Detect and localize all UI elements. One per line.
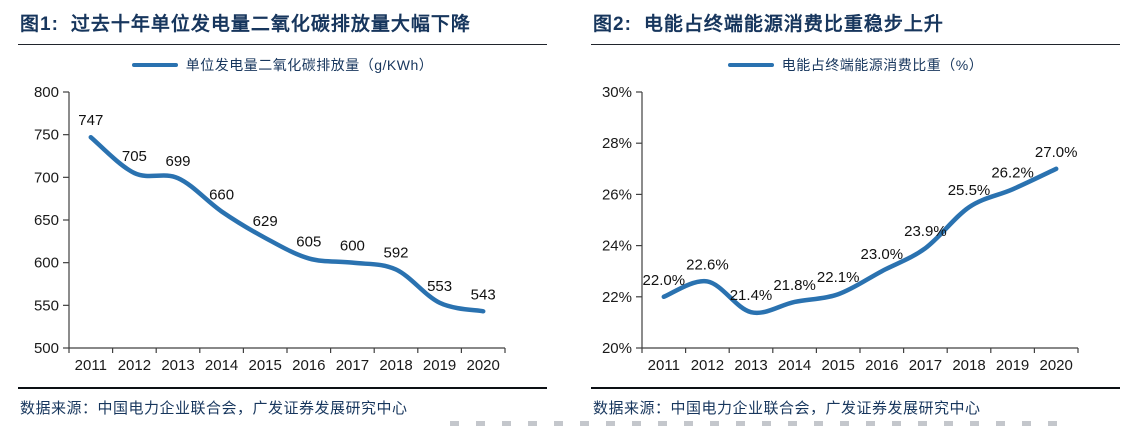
figure-1-panel: 图1: 过去十年单位发电量二氧化碳排放量大幅下降 单位发电量二氧化碳排放量（g/K… — [0, 0, 573, 418]
figure-1-title: 图1: 过去十年单位发电量二氧化碳排放量大幅下降 — [18, 6, 547, 45]
x-tick-label: 2020 — [1040, 357, 1073, 374]
figures-row: 图1: 过去十年单位发电量二氧化碳排放量大幅下降 单位发电量二氧化碳排放量（g/K… — [0, 0, 1146, 418]
x-tick-label: 2015 — [249, 357, 282, 374]
y-tick-label: 700 — [34, 169, 59, 186]
y-tick-label: 800 — [34, 84, 59, 101]
data-point-label: 22.6% — [686, 256, 729, 273]
y-tick-label: 550 — [34, 297, 59, 314]
y-tick-label: 22% — [602, 289, 632, 306]
x-tick-label: 2019 — [423, 357, 456, 374]
figure-1-label: 图1: — [20, 14, 59, 35]
figure-1-source: 数据来源：中国电力企业联合会，广发证券发展研究中心 — [18, 387, 547, 418]
data-point-label: 23.0% — [861, 246, 904, 263]
x-tick-label: 2017 — [336, 357, 369, 374]
data-point-label: 543 — [471, 286, 496, 303]
data-point-label: 23.9% — [904, 223, 947, 240]
y-tick-label: 24% — [602, 238, 632, 255]
data-point-label: 22.0% — [643, 272, 686, 289]
data-series-line — [88, 134, 486, 314]
figure-2-source: 数据来源：中国电力企业联合会，广发证券发展研究中心 — [591, 387, 1120, 418]
figure-1-line-chart: 500 550 600 650 700 750 800 2011 2012 2013 2014 201… — [34, 84, 506, 374]
x-tick-label: 2012 — [118, 357, 151, 374]
figure-2-panel: 图2: 电能占终端能源消费比重稳步上升 电能占终端能源消费比重（%） 20% 22%… — [573, 0, 1146, 418]
data-point-label: 629 — [253, 213, 278, 230]
data-point-label: 747 — [78, 112, 103, 129]
x-tick-label: 2015 — [822, 357, 855, 374]
x-tick-label: 2016 — [865, 357, 898, 374]
y-tick-label: 20% — [602, 340, 632, 357]
x-tick-label: 2013 — [161, 357, 194, 374]
x-tick-label: 2019 — [996, 357, 1029, 374]
x-tick-label: 2011 — [648, 357, 680, 374]
data-point-label: 605 — [296, 233, 321, 250]
figure-1-legend: 单位发电量二氧化碳排放量（g/KWh） — [18, 54, 547, 76]
y-tick-label: 600 — [34, 255, 59, 272]
data-point-label: 27.0% — [1035, 144, 1078, 161]
figure-2-label: 图2: — [593, 14, 632, 35]
y-tick-label: 28% — [602, 135, 632, 152]
data-point-label: 699 — [165, 153, 190, 170]
y-tick-label: 26% — [602, 186, 632, 203]
x-tick-label: 2011 — [75, 357, 107, 374]
data-point-label: 21.4% — [730, 287, 773, 304]
y-tick-label: 30% — [602, 84, 632, 101]
y-tick-label: 500 — [34, 340, 59, 357]
y-tick-label: 650 — [34, 212, 59, 229]
figure-2-legend: 电能占终端能源消费比重（%） — [591, 54, 1120, 76]
legend-label: 单位发电量二氧化碳排放量（g/KWh） — [185, 57, 434, 73]
data-point-label: 22.1% — [817, 269, 860, 286]
figure-2-line-chart: 20% 22% 24% 26% 28% 30% 2011 2012 2013 2014 2015 20… — [602, 84, 1079, 374]
data-point-label: 705 — [122, 148, 147, 165]
figure-1-title-text: 过去十年单位发电量二氧化碳排放量大幅下降 — [70, 14, 471, 35]
x-tick-label: 2014 — [205, 357, 238, 374]
x-tick-label: 2012 — [691, 357, 724, 374]
legend-label: 电能占终端能源消费比重（%） — [781, 57, 984, 73]
clipped-next-row-text-strip — [450, 421, 1060, 426]
x-tick-label: 2014 — [778, 357, 811, 374]
data-point-label: 26.2% — [991, 164, 1034, 181]
legend-line-swatch — [727, 62, 774, 68]
data-point-label: 21.8% — [773, 277, 816, 294]
data-series-line — [661, 166, 1059, 316]
x-tick-label: 2013 — [734, 357, 767, 374]
figure-2-title-text: 电能占终端能源消费比重稳步上升 — [643, 14, 944, 35]
data-point-label: 660 — [209, 186, 234, 203]
y-tick-label: 750 — [34, 127, 59, 144]
x-tick-label: 2018 — [379, 357, 412, 374]
figure-2-title: 图2: 电能占终端能源消费比重稳步上升 — [591, 6, 1120, 45]
x-tick-label: 2017 — [909, 357, 942, 374]
data-point-label: 600 — [340, 238, 365, 255]
data-point-label: 592 — [383, 244, 408, 261]
legend-line-swatch — [131, 62, 178, 68]
x-tick-label: 2018 — [952, 357, 985, 374]
data-point-label: 25.5% — [948, 182, 991, 199]
x-tick-label: 2020 — [467, 357, 500, 374]
data-point-label: 553 — [427, 278, 452, 295]
x-tick-label: 2016 — [292, 357, 325, 374]
